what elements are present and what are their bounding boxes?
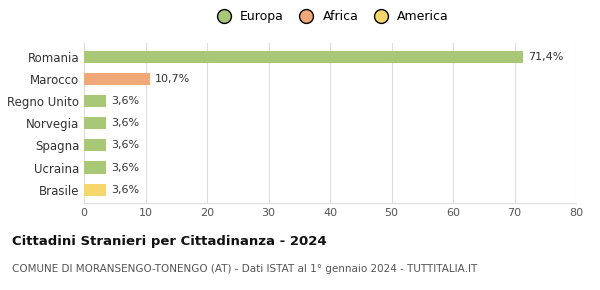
Text: 71,4%: 71,4% xyxy=(528,52,563,62)
Bar xyxy=(84,51,523,63)
Text: 3,6%: 3,6% xyxy=(111,140,139,151)
Bar xyxy=(84,162,106,174)
Bar xyxy=(84,117,106,129)
Bar xyxy=(84,73,150,85)
Text: 3,6%: 3,6% xyxy=(111,118,139,128)
Text: 3,6%: 3,6% xyxy=(111,96,139,106)
Text: 3,6%: 3,6% xyxy=(111,162,139,173)
Text: 3,6%: 3,6% xyxy=(111,185,139,195)
Legend: Europa, Africa, America: Europa, Africa, America xyxy=(206,5,454,28)
Bar xyxy=(84,95,106,107)
Bar xyxy=(84,139,106,151)
Text: 10,7%: 10,7% xyxy=(155,74,190,84)
Bar xyxy=(84,184,106,196)
Text: COMUNE DI MORANSENGO-TONENGO (AT) - Dati ISTAT al 1° gennaio 2024 - TUTTITALIA.I: COMUNE DI MORANSENGO-TONENGO (AT) - Dati… xyxy=(12,264,477,274)
Text: Cittadini Stranieri per Cittadinanza - 2024: Cittadini Stranieri per Cittadinanza - 2… xyxy=(12,235,326,248)
